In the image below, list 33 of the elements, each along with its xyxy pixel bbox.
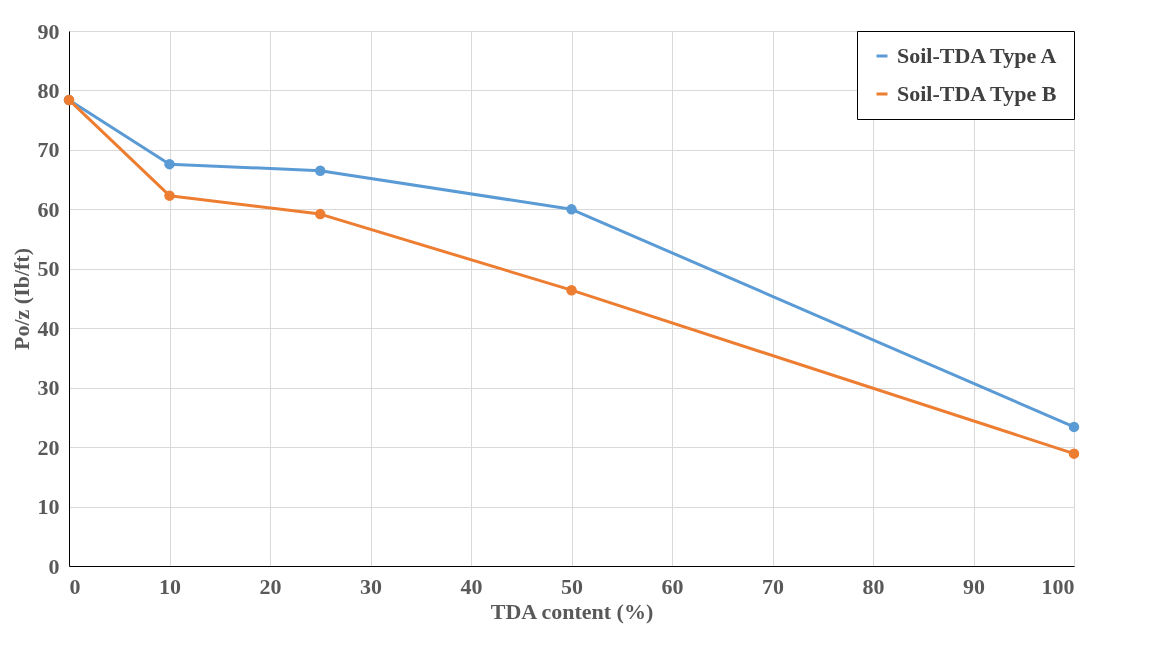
y-tick-label: 50	[37, 256, 60, 282]
x-tick-label: 10	[159, 573, 181, 599]
point	[315, 208, 326, 220]
x-tick-label: 0	[69, 573, 81, 599]
y-tick-label: 10	[37, 494, 60, 520]
y-axis-title: Po/z (Ib/ft)	[8, 247, 34, 351]
x-tick-label: 30	[360, 573, 382, 599]
point	[566, 284, 577, 296]
y-tick-label: 80	[37, 77, 60, 103]
x-tick-label: 80	[862, 573, 885, 599]
x-tick-label: 70	[762, 573, 784, 599]
y-tick-label: 20	[37, 434, 60, 460]
x-tick-label: 100	[1041, 573, 1075, 599]
x-tick-label: 20	[259, 573, 282, 599]
y-tick-label: 60	[37, 196, 60, 222]
y-tick-label: 40	[37, 315, 60, 341]
x-tick-label: 90	[963, 573, 985, 599]
x-axis-title: TDA content (%)	[490, 598, 654, 624]
y-tick-label: 70	[37, 137, 60, 163]
point	[315, 165, 326, 176]
point	[164, 158, 175, 170]
point	[1068, 448, 1080, 459]
x-tick-label: 40	[460, 573, 483, 599]
legend-label: Soil-TDA Type B	[897, 81, 1057, 106]
point	[164, 190, 175, 201]
legend-label: Soil-TDA Type A	[897, 43, 1057, 68]
y-tick-label: 90	[37, 18, 60, 44]
x-tick-label: 50	[561, 573, 583, 599]
y-tick-label: 0	[48, 553, 60, 579]
x-tick-label: 60	[661, 573, 684, 599]
point	[566, 204, 577, 215]
point	[1068, 421, 1080, 433]
y-tick-label: 30	[37, 375, 60, 401]
